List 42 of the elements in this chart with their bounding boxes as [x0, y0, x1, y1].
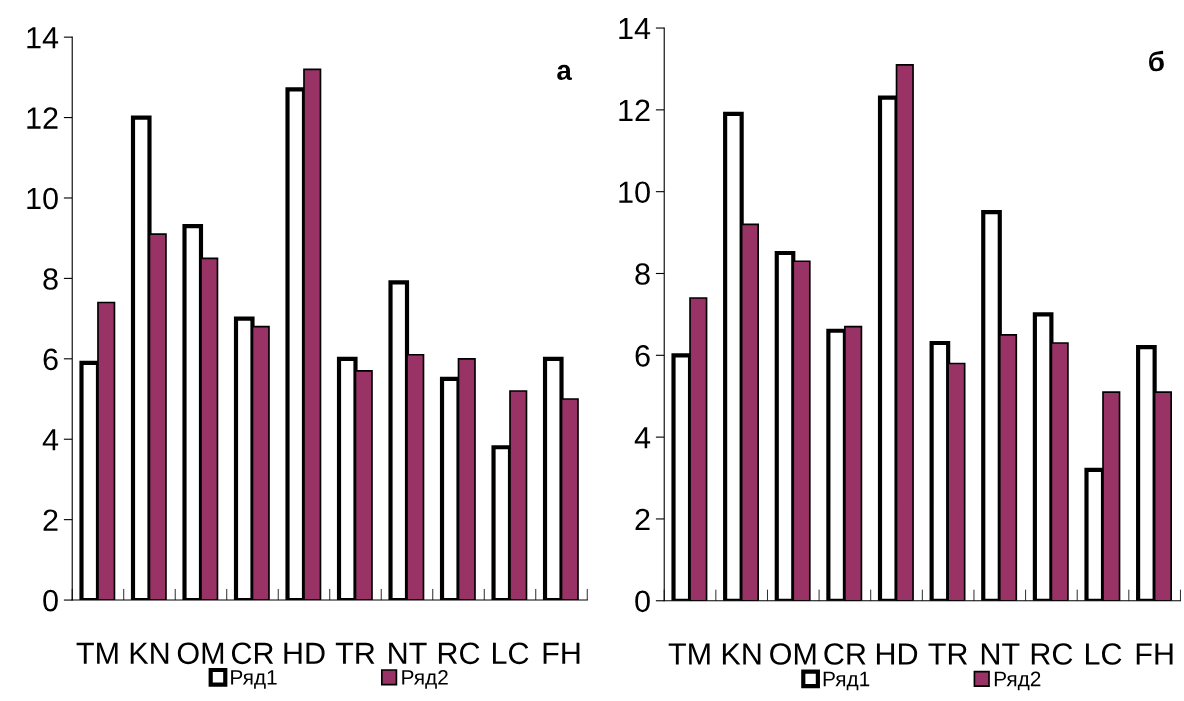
y-tick-label: 8: [635, 263, 650, 285]
x-tick-label: OM: [770, 643, 816, 665]
x-tick-label: TR: [335, 642, 375, 664]
x-tick-label: KN: [130, 642, 169, 664]
text: б: [1149, 50, 1164, 72]
y-tick-label: 10: [27, 187, 58, 210]
x-tick-label: TM: [668, 643, 710, 665]
x-tick-label: LC: [492, 642, 529, 665]
x-tick-label: KN: [722, 643, 761, 665]
x-tick-label: OM: [177, 642, 224, 665]
y-tick-label: 4: [42, 429, 59, 451]
x-tick-label: NT: [981, 643, 1020, 665]
y-tick-label: 2: [635, 508, 650, 531]
x-tick-label: CR: [231, 642, 274, 665]
x-tick-label: RC: [1031, 643, 1073, 665]
y-tick-label: 2: [43, 509, 58, 531]
x-tick-label: HD: [876, 643, 918, 665]
x-tick-label: RC: [438, 642, 480, 665]
x-tick-label: FH: [1136, 643, 1173, 665]
x-tick-label: HD: [284, 642, 325, 664]
legend-label: Ряд1: [823, 671, 870, 691]
y-tick-label: 6: [43, 348, 58, 371]
y-tick-label: 4: [634, 427, 651, 449]
y-tick-label: 10: [619, 181, 650, 204]
legend-label: Ряд2: [994, 671, 1041, 691]
legend-label: Ряд2: [402, 670, 448, 689]
x-tick-label: LC: [1085, 643, 1122, 665]
x-tick-label: TM: [76, 642, 118, 664]
x-tick-label: TR: [928, 643, 968, 665]
y-tick-label: 0: [43, 589, 58, 612]
x-tick-label: FH: [543, 642, 580, 664]
x-tick-label: NT: [389, 642, 427, 664]
y-tick-label: 14: [27, 27, 59, 49]
y-tick-label: 12: [619, 99, 650, 121]
y-tick-label: 12: [27, 107, 58, 129]
text: а: [557, 64, 572, 81]
y-tick-label: 0: [635, 590, 650, 613]
legend-label: Ряд1: [231, 670, 277, 689]
y-tick-label: 14: [619, 18, 651, 40]
x-tick-label: CR: [824, 643, 866, 665]
y-tick-label: 8: [43, 268, 58, 290]
y-tick-label: 6: [635, 345, 650, 367]
